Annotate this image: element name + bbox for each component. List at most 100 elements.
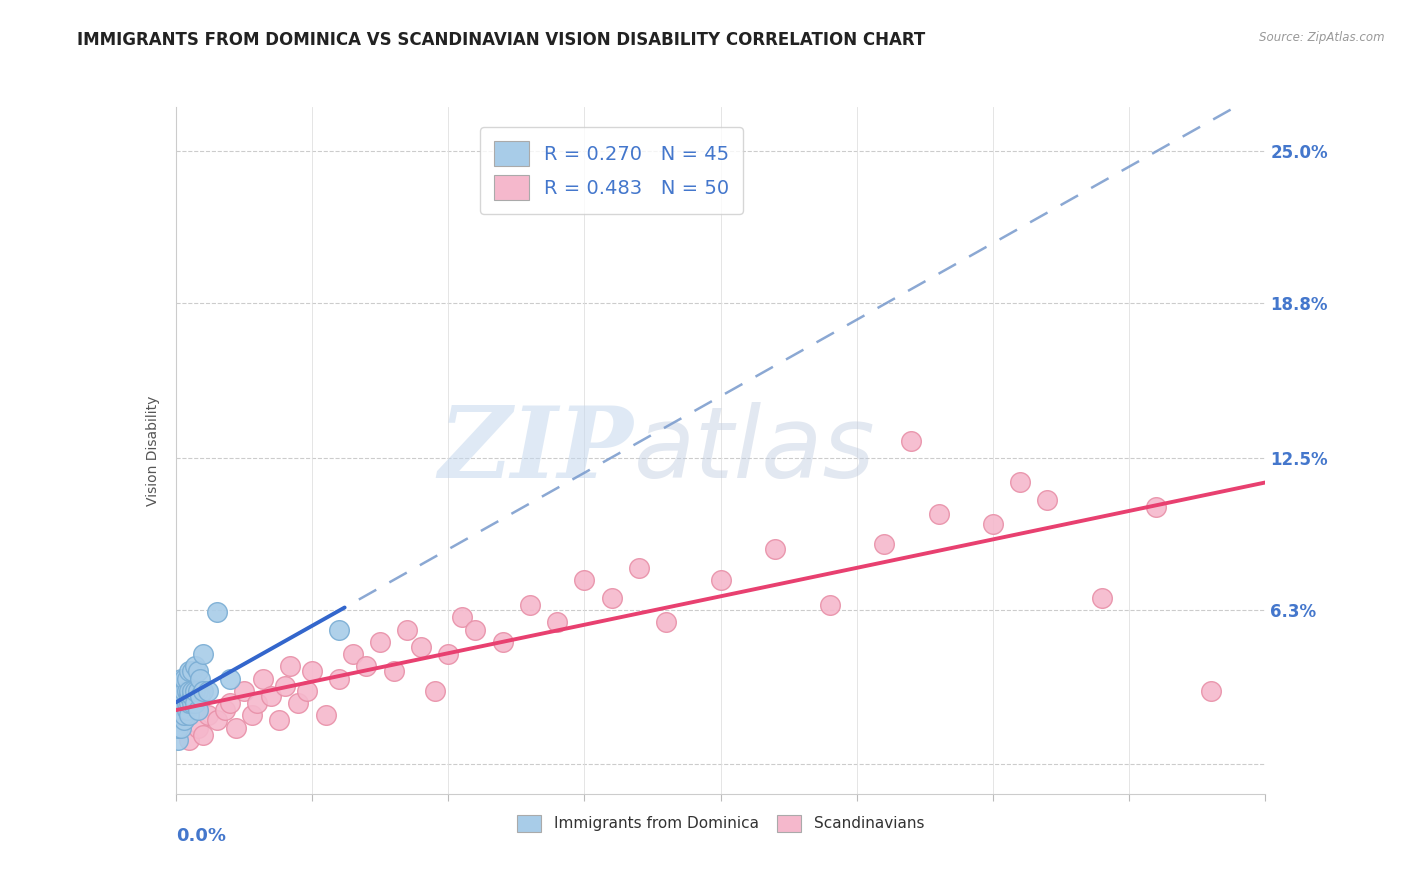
Point (873, 537, 896, 551)
Point (167, 733, 190, 747)
Point (315, 708, 337, 723)
Point (295, 683, 318, 698)
Text: Source: ZipAtlas.com: Source: ZipAtlas.com (1260, 31, 1385, 45)
Point (170, 679, 193, 693)
Point (260, 689, 283, 703)
Point (188, 672, 211, 686)
Text: 0.0%: 0.0% (176, 827, 226, 845)
Point (763, 541, 786, 556)
Point (197, 708, 219, 723)
Point (167, 696, 190, 710)
Point (981, 517, 1004, 532)
Point (191, 647, 214, 661)
Point (287, 696, 309, 710)
Point (301, 664, 323, 679)
Point (186, 664, 209, 679)
Point (173, 696, 195, 710)
Point (179, 664, 201, 679)
Point (627, 561, 650, 575)
Point (600, 591, 623, 605)
Text: atlas: atlas (633, 402, 875, 499)
Point (179, 683, 201, 698)
Point (382, 664, 405, 679)
Point (181, 664, 204, 679)
Point (328, 672, 350, 686)
Point (710, 574, 733, 588)
Point (655, 615, 678, 630)
Point (225, 721, 247, 735)
Point (1036, 492, 1059, 507)
Point (167, 708, 190, 723)
Point (184, 696, 207, 710)
Point (173, 683, 195, 698)
Point (214, 703, 236, 717)
Point (356, 659, 378, 673)
Point (464, 623, 486, 637)
Point (1091, 591, 1114, 605)
Point (519, 598, 541, 612)
Point (173, 689, 195, 703)
Point (342, 647, 364, 661)
Point (176, 672, 198, 686)
Point (1199, 683, 1222, 698)
Point (186, 721, 209, 735)
Point (269, 714, 291, 728)
Point (181, 689, 204, 703)
Point (173, 672, 195, 686)
Point (492, 635, 515, 649)
Legend: Immigrants from Dominica, Scandinavians: Immigrants from Dominica, Scandinavians (510, 809, 931, 838)
Point (219, 672, 242, 686)
Point (409, 640, 432, 654)
Point (197, 683, 219, 698)
Point (423, 683, 446, 698)
Point (186, 683, 209, 698)
Point (179, 696, 201, 710)
Point (181, 683, 204, 698)
Point (232, 683, 254, 698)
Y-axis label: Vision Disability: Vision Disability (146, 395, 160, 506)
Point (191, 683, 214, 698)
Point (1010, 475, 1032, 490)
Point (928, 507, 950, 521)
Point (437, 647, 460, 661)
Point (219, 696, 242, 710)
Point (396, 623, 419, 637)
Point (184, 683, 207, 698)
Text: IMMIGRANTS FROM DOMINICA VS SCANDINAVIAN VISION DISABILITY CORRELATION CHART: IMMIGRANTS FROM DOMINICA VS SCANDINAVIAN… (77, 31, 925, 49)
Point (170, 683, 193, 698)
Point (186, 703, 209, 717)
Point (574, 574, 596, 588)
Point (184, 659, 207, 673)
Point (252, 672, 274, 686)
Point (179, 689, 201, 703)
Point (546, 615, 568, 630)
Text: ZIP: ZIP (439, 402, 633, 499)
Point (167, 683, 190, 698)
Point (170, 721, 193, 735)
Point (179, 733, 201, 747)
Point (328, 623, 350, 637)
Point (170, 696, 193, 710)
Point (179, 708, 201, 723)
Point (176, 703, 198, 717)
Point (205, 714, 228, 728)
Point (274, 679, 297, 693)
Point (170, 672, 193, 686)
Point (181, 696, 204, 710)
Point (900, 434, 922, 448)
Point (205, 605, 228, 619)
Point (170, 708, 193, 723)
Point (246, 696, 269, 710)
Point (240, 708, 263, 723)
Point (368, 635, 391, 649)
Point (450, 610, 472, 624)
Point (176, 696, 198, 710)
Point (173, 714, 195, 728)
Point (278, 659, 301, 673)
Point (1144, 500, 1167, 514)
Point (191, 728, 214, 742)
Point (818, 598, 841, 612)
Point (173, 708, 195, 723)
Point (188, 689, 211, 703)
Point (170, 689, 193, 703)
